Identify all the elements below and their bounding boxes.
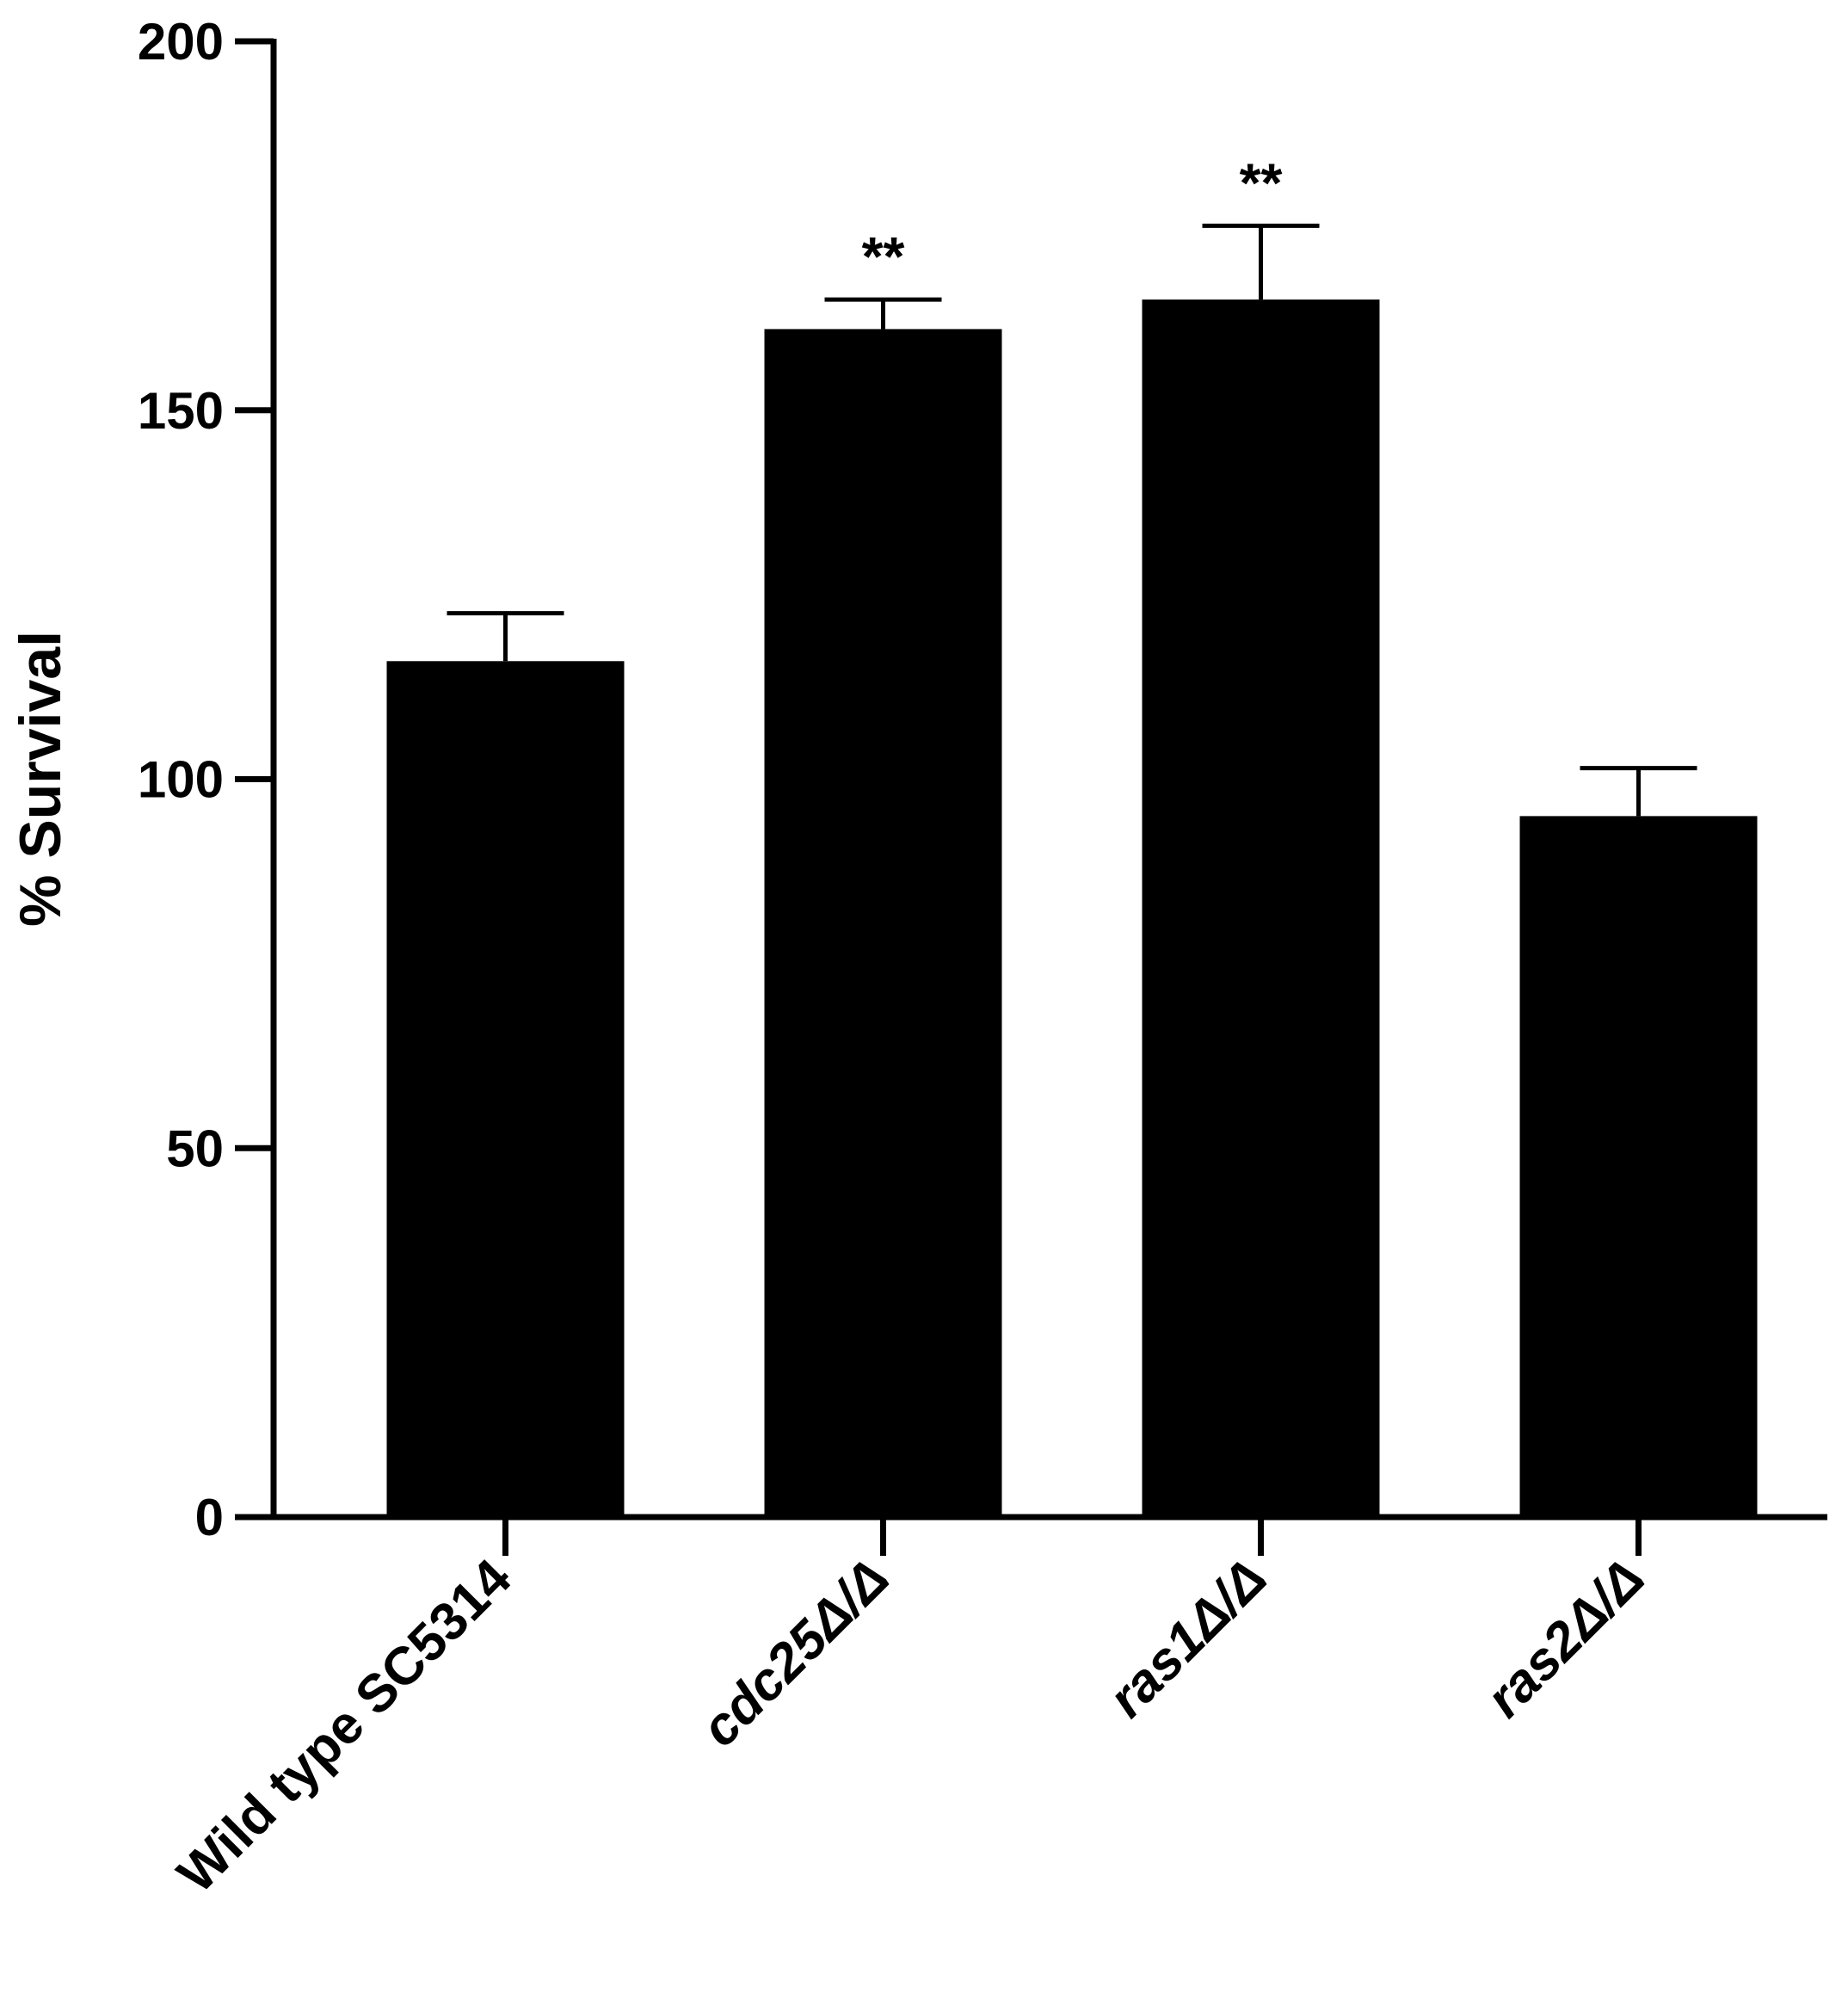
x-tick-label: ras1Δ/Δ	[1097, 1548, 1278, 1729]
y-tick-label: 150	[138, 382, 224, 440]
x-tick-label: cdc25Δ/Δ	[690, 1548, 900, 1758]
y-tick-label: 50	[166, 1120, 224, 1177]
x-tick-label: ras2Δ/Δ	[1475, 1548, 1655, 1729]
x-tick-label: Wild type SC5314	[167, 1548, 523, 1904]
y-tick-label: 200	[138, 13, 224, 71]
significance-label: **	[862, 225, 905, 287]
significance-label: **	[1240, 151, 1283, 213]
y-axis-label: % Survival	[8, 631, 73, 927]
y-tick-label: 100	[138, 751, 224, 809]
bar	[386, 661, 625, 1517]
bar	[764, 329, 1002, 1517]
y-tick-label: 0	[195, 1489, 224, 1546]
bar	[1519, 816, 1758, 1517]
bar	[1142, 299, 1380, 1517]
